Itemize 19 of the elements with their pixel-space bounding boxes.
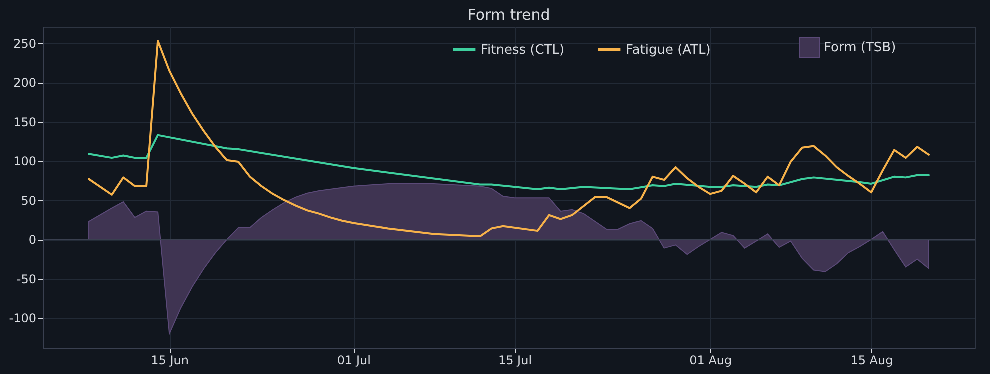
- x-tick-label: 01 Jul: [337, 354, 371, 368]
- line-series: [88, 134, 930, 190]
- y-tick-label: 0: [28, 233, 36, 248]
- x-tick-label: 15 Jun: [151, 354, 189, 368]
- y-tick-label: 150: [14, 115, 36, 130]
- x-tick-label: 15 Aug: [850, 354, 894, 368]
- y-tick-label: 50: [21, 194, 36, 208]
- y-tick-label: 250: [14, 36, 36, 51]
- x-tick-label: 15 Jul: [498, 354, 532, 368]
- y-tick-label: 200: [14, 76, 36, 90]
- legend-label: Fitness (CTL): [481, 42, 565, 58]
- y-tick-label: 100: [14, 154, 36, 169]
- line-series: [88, 40, 930, 238]
- y-tick-label: -100: [9, 312, 36, 326]
- x-tick-label: 01 Aug: [690, 354, 732, 368]
- legend-label: Fatigue (ATL): [626, 42, 711, 58]
- chart-title: Form trend: [468, 6, 550, 24]
- y-tick-label: -50: [16, 272, 36, 286]
- legend-label: Form (TSB): [824, 40, 896, 56]
